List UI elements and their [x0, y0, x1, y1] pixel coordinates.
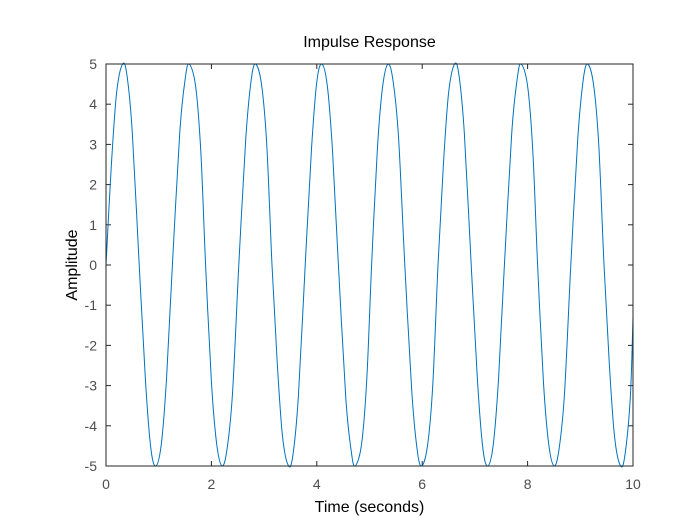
y-tick-label: -1	[85, 297, 98, 313]
y-tick-label: -5	[85, 458, 98, 474]
y-tick-label: 5	[89, 56, 97, 72]
y-tick-label: -3	[85, 378, 98, 394]
tick-labels: 0 2 4 6 8 10 -5 -4 -3 -2 -1 0 1 2 3 4 5	[85, 56, 641, 492]
y-tick-label: 4	[89, 96, 97, 112]
y-tick-label: 0	[89, 257, 97, 273]
y-axis-label: Amplitude	[64, 229, 81, 300]
y-tick-label: 3	[89, 136, 97, 152]
chart-title: Impulse Response	[303, 34, 436, 51]
x-tick-label: 4	[313, 476, 321, 492]
axes-box	[105, 63, 634, 467]
y-tick-label: -2	[85, 337, 98, 353]
x-tick-label: 0	[102, 476, 110, 492]
plot-area	[106, 64, 633, 466]
x-tick-label: 2	[208, 476, 216, 492]
x-tick-label: 10	[625, 476, 641, 492]
x-tick-label: 6	[418, 476, 426, 492]
y-tick-label: 2	[89, 177, 97, 193]
x-axis-label: Time (seconds)	[315, 499, 425, 516]
series-line	[105, 62, 634, 468]
x-tick-label: 8	[524, 476, 532, 492]
y-tick-label: 1	[89, 217, 97, 233]
y-tick-label: -4	[85, 418, 98, 434]
